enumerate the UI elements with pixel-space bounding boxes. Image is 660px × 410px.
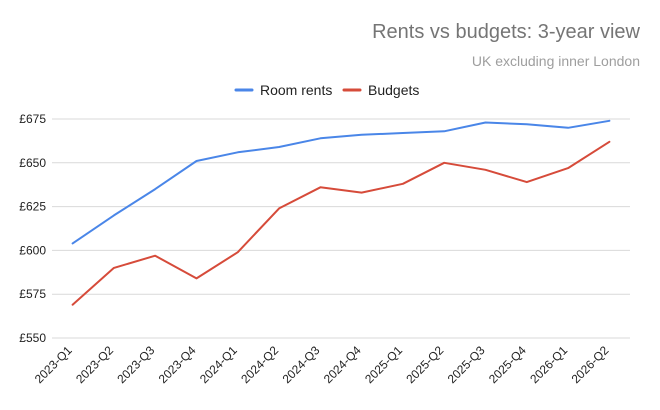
x-tick-label: 2024-Q1 xyxy=(197,343,240,386)
x-tick-label: 2025-Q3 xyxy=(445,343,488,386)
y-tick-label: £675 xyxy=(19,112,46,126)
x-tick-label: 2025-Q4 xyxy=(486,343,529,386)
x-tick-label: 2023-Q4 xyxy=(156,343,199,386)
chart-title: Rents vs budgets: 3-year view xyxy=(372,21,640,43)
x-axis: 2023-Q12023-Q22023-Q32023-Q42024-Q12024-… xyxy=(32,343,612,386)
x-tick-label: 2023-Q2 xyxy=(73,343,116,386)
y-tick-label: £625 xyxy=(19,200,46,214)
gridlines xyxy=(52,118,630,339)
x-tick-label: 2025-Q1 xyxy=(362,343,405,386)
legend-label: Room rents xyxy=(260,82,332,98)
x-tick-label: 2026-Q1 xyxy=(527,343,570,386)
y-tick-label: £600 xyxy=(19,243,46,257)
series-group xyxy=(71,119,611,306)
series-line-budgets xyxy=(71,140,611,306)
x-tick-label: 2025-Q2 xyxy=(403,343,446,386)
chart-subtitle: UK excluding inner London xyxy=(472,53,640,69)
x-tick-label: 2023-Q3 xyxy=(114,343,157,386)
x-tick-label: 2026-Q2 xyxy=(569,343,612,386)
series-line-room-rents xyxy=(71,119,611,245)
x-tick-label: 2024-Q3 xyxy=(280,343,323,386)
y-axis: £550 £575 £600 £625 £650 £675 xyxy=(19,112,46,345)
x-tick-label: 2024-Q4 xyxy=(321,343,364,386)
y-tick-label: £550 xyxy=(19,331,46,345)
y-tick-label: £650 xyxy=(19,156,46,170)
x-tick-label: 2024-Q2 xyxy=(238,343,281,386)
x-tick-label: 2023-Q1 xyxy=(32,343,75,386)
legend-label: Budgets xyxy=(368,82,419,98)
y-tick-label: £575 xyxy=(19,287,46,301)
legend: Room rents Budgets xyxy=(234,82,419,98)
